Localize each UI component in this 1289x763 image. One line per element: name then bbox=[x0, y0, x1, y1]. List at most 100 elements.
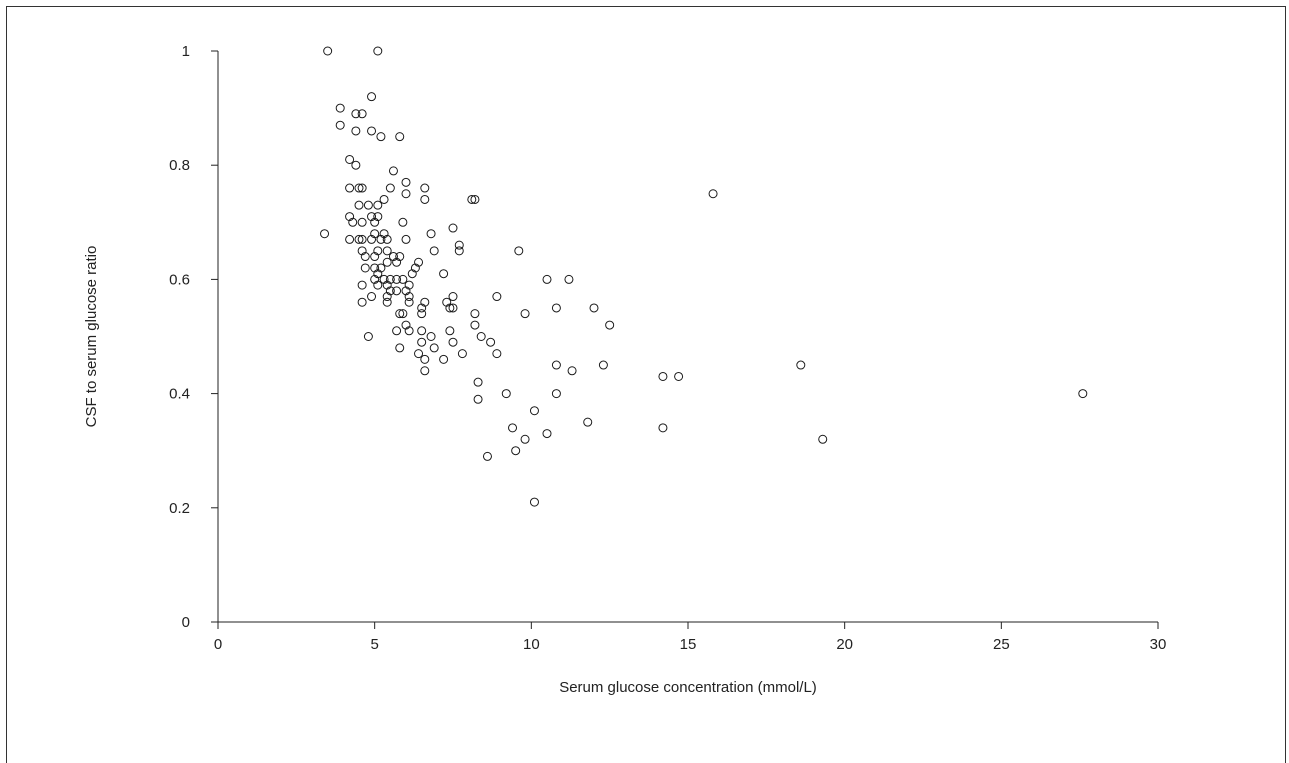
data-point bbox=[542, 274, 552, 284]
data-point bbox=[420, 366, 430, 376]
data-point bbox=[470, 320, 480, 330]
data-point bbox=[385, 183, 395, 193]
data-point bbox=[529, 406, 539, 416]
data-point bbox=[363, 332, 373, 341]
data-point bbox=[385, 274, 395, 284]
data-point bbox=[382, 234, 392, 244]
data-point bbox=[382, 280, 392, 290]
data-point bbox=[398, 217, 408, 227]
data-point bbox=[404, 297, 414, 307]
data-point bbox=[335, 120, 345, 130]
data-point bbox=[520, 434, 530, 444]
data-point bbox=[335, 103, 345, 113]
data-point bbox=[439, 269, 449, 279]
data-point bbox=[551, 389, 561, 399]
data-point bbox=[448, 223, 458, 233]
data-point bbox=[420, 297, 430, 307]
data-point bbox=[382, 257, 392, 267]
data-point bbox=[379, 229, 389, 239]
data-point bbox=[379, 274, 389, 284]
data-point bbox=[392, 257, 402, 267]
data-point bbox=[395, 252, 405, 262]
data-point bbox=[454, 246, 464, 256]
data-point bbox=[398, 274, 408, 284]
data-point bbox=[367, 234, 377, 244]
data-point bbox=[370, 229, 380, 239]
data-point bbox=[354, 183, 364, 193]
data-point bbox=[357, 183, 367, 193]
data-point bbox=[426, 332, 436, 341]
data-point bbox=[379, 194, 389, 204]
data-point bbox=[363, 200, 373, 210]
data-point bbox=[360, 252, 370, 262]
data-points bbox=[320, 46, 1088, 507]
data-point bbox=[357, 246, 367, 256]
data-point bbox=[401, 177, 411, 187]
data-point bbox=[388, 166, 398, 176]
data-point bbox=[373, 46, 383, 56]
data-point bbox=[395, 343, 405, 353]
data-point bbox=[417, 309, 427, 319]
data-point bbox=[376, 132, 386, 142]
data-point bbox=[429, 246, 439, 256]
y-tick-label: 1 bbox=[182, 43, 190, 60]
data-point bbox=[417, 326, 427, 336]
data-point bbox=[373, 269, 383, 279]
data-point bbox=[605, 320, 615, 330]
data-point bbox=[445, 326, 455, 336]
data-point bbox=[598, 360, 608, 370]
data-point bbox=[448, 303, 458, 313]
data-point bbox=[482, 451, 492, 461]
x-tick-label: 30 bbox=[1150, 636, 1167, 653]
data-point bbox=[486, 337, 496, 347]
data-point bbox=[351, 109, 361, 119]
data-point bbox=[467, 194, 477, 204]
data-point bbox=[348, 217, 358, 227]
data-point bbox=[345, 183, 355, 193]
data-point bbox=[370, 274, 380, 284]
data-point bbox=[367, 212, 377, 222]
data-point bbox=[658, 423, 668, 433]
data-point bbox=[514, 246, 524, 256]
data-point bbox=[407, 269, 417, 279]
x-tick-label: 15 bbox=[680, 636, 697, 653]
data-point bbox=[404, 292, 414, 302]
data-point bbox=[401, 286, 411, 296]
data-point bbox=[511, 446, 521, 456]
data-point bbox=[357, 217, 367, 227]
data-point bbox=[323, 46, 333, 56]
data-point bbox=[473, 394, 483, 404]
data-point bbox=[382, 297, 392, 307]
data-point bbox=[454, 240, 464, 250]
data-point bbox=[320, 229, 330, 239]
data-point bbox=[376, 263, 386, 273]
data-point bbox=[417, 303, 427, 313]
data-point bbox=[357, 109, 367, 119]
data-point bbox=[392, 326, 402, 336]
data-point bbox=[445, 303, 455, 313]
data-point bbox=[414, 257, 424, 267]
y-tick-label: 0.6 bbox=[169, 271, 190, 288]
data-point bbox=[370, 263, 380, 273]
data-point bbox=[448, 337, 458, 347]
axes: 0 5 10 15 20 25 30 0 0.2 0.4 0.6 0.8 1 bbox=[169, 43, 1166, 653]
chart-frame bbox=[6, 6, 1286, 763]
data-point bbox=[520, 309, 530, 319]
data-point bbox=[473, 377, 483, 387]
data-point bbox=[354, 200, 364, 210]
data-point bbox=[395, 132, 405, 142]
data-point bbox=[367, 126, 377, 136]
data-point bbox=[345, 212, 355, 222]
data-point bbox=[367, 292, 377, 302]
data-point bbox=[385, 286, 395, 296]
data-point bbox=[370, 252, 380, 262]
data-point bbox=[508, 423, 518, 433]
data-point bbox=[373, 200, 383, 210]
data-point bbox=[404, 280, 414, 290]
data-point bbox=[373, 212, 383, 222]
data-point bbox=[376, 234, 386, 244]
y-tick-label: 0.8 bbox=[169, 157, 190, 174]
data-point bbox=[1078, 389, 1088, 399]
y-tick-label: 0.2 bbox=[169, 500, 190, 517]
data-point bbox=[542, 429, 552, 439]
